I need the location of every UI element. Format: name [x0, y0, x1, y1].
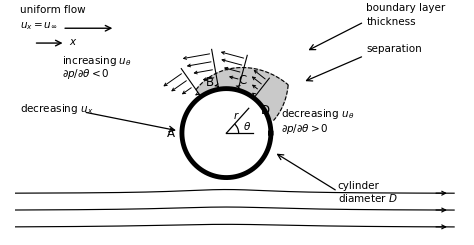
Polygon shape [196, 68, 288, 122]
Text: cylinder: cylinder [337, 181, 380, 191]
Text: uniform flow: uniform flow [20, 5, 85, 15]
Text: C: C [238, 74, 246, 87]
Text: $\partial p/\partial\theta > 0$: $\partial p/\partial\theta > 0$ [282, 122, 329, 136]
Text: increasing $u_\theta$: increasing $u_\theta$ [62, 54, 132, 68]
Text: $\partial p/\partial\theta < 0$: $\partial p/\partial\theta < 0$ [62, 67, 110, 81]
Text: $u_x = u_\infty$: $u_x = u_\infty$ [20, 20, 58, 32]
Text: separation: separation [366, 44, 422, 54]
Text: $r$: $r$ [233, 110, 240, 121]
Text: $\theta$: $\theta$ [243, 120, 252, 132]
Text: decreasing $u_\theta$: decreasing $u_\theta$ [282, 107, 355, 121]
Text: D: D [261, 104, 270, 117]
Text: B: B [206, 76, 214, 89]
Text: diameter $D$: diameter $D$ [337, 192, 398, 204]
Text: boundary layer: boundary layer [366, 3, 446, 13]
Text: thickness: thickness [366, 17, 416, 27]
Text: A: A [166, 127, 174, 140]
Text: $x$: $x$ [69, 37, 77, 47]
Text: decreasing $u_x$: decreasing $u_x$ [20, 102, 93, 116]
